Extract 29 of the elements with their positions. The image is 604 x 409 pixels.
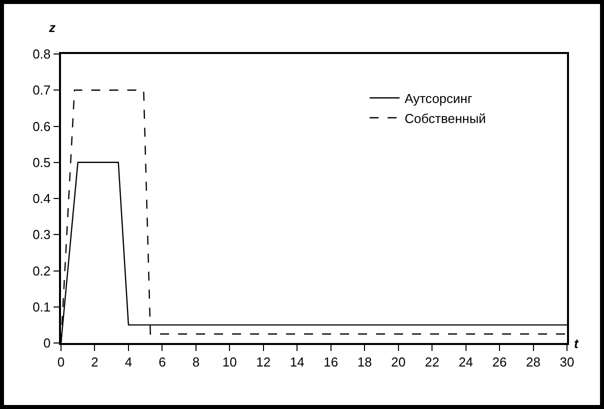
x-tick-label: 10 [222,354,237,370]
y-tick-label: 0.1 [32,299,51,314]
x-tick-label: 4 [124,354,132,370]
y-tick-label: 0.8 [32,46,51,62]
x-tick-label: 20 [391,354,406,370]
x-tick-label: 16 [324,354,338,370]
y-tick-label: 0.2 [32,263,51,278]
x-tick-label: 2 [91,354,98,370]
x-tick-label: 18 [357,354,372,370]
x-tick-label: 28 [526,354,541,370]
legend-label: Аутсорсинг [404,90,472,106]
x-tick-label: 14 [290,354,304,370]
x-axis-title: t [574,336,579,351]
y-tick-label: 0.7 [32,82,51,98]
y-axis-title: z [48,20,56,35]
x-tick-label: 26 [492,354,507,370]
y-tick-label: 0.5 [32,154,51,170]
x-tick-label: 0 [57,354,65,370]
y-tick-label: 0.4 [32,191,51,206]
x-tick-label: 8 [192,354,200,370]
x-tick-label: 22 [424,354,440,370]
x-tick-label: 30 [560,354,574,370]
y-tick-label: 0 [43,336,51,351]
x-tick-label: 12 [256,354,271,370]
y-tick-label: 0.3 [32,227,51,242]
x-tick-label: 24 [458,354,474,370]
y-tick-label: 0.6 [32,118,51,134]
x-tick-label: 6 [158,354,166,370]
legend-label: Собственный [404,110,486,126]
